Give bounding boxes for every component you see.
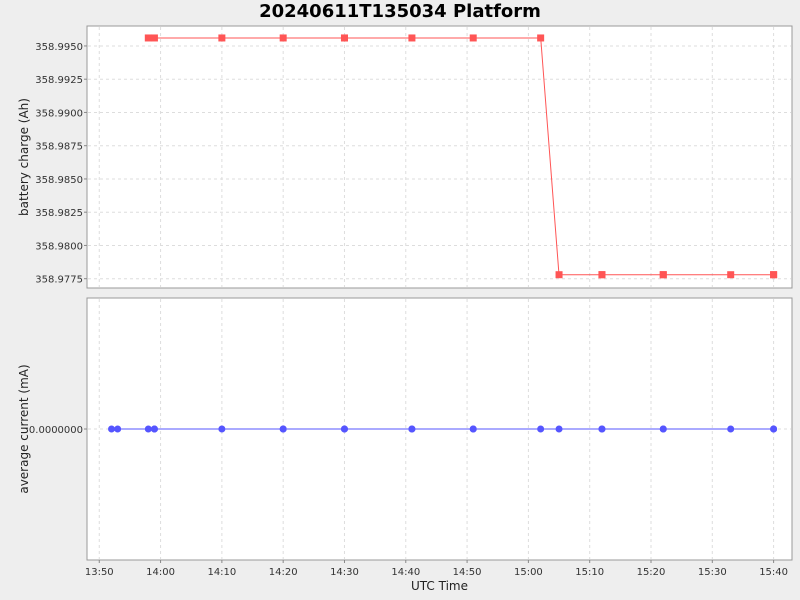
data-point: [279, 34, 287, 42]
data-point: [770, 425, 778, 433]
chart-title: 20240611T135034 Platform: [259, 1, 541, 22]
y-tick-label: 358.9825: [35, 208, 83, 219]
data-point: [150, 34, 158, 42]
data-point: [408, 425, 416, 433]
data-point: [218, 34, 226, 42]
data-point: [659, 271, 667, 279]
data-point: [770, 271, 778, 279]
data-point: [114, 425, 122, 433]
data-point: [150, 425, 158, 433]
data-point: [727, 425, 735, 433]
x-axis-label: UTC Time: [411, 579, 468, 593]
data-point: [218, 425, 226, 433]
y-tick-label: 0.0000000: [29, 425, 83, 436]
y-tick-label: 358.9800: [35, 241, 83, 252]
y-tick-label: 358.9950: [35, 42, 83, 53]
y-tick-label: 358.9900: [35, 108, 83, 119]
y-tick-label: 358.9775: [35, 275, 83, 286]
x-tick-label: 14:40: [391, 567, 420, 578]
data-point: [537, 34, 545, 42]
x-tick-label: 13:50: [85, 567, 114, 578]
y-tick-label: 358.9875: [35, 142, 83, 153]
y-axis-label: battery charge (Ah): [17, 98, 31, 216]
x-tick-label: 14:00: [146, 567, 175, 578]
data-point: [279, 425, 287, 433]
x-tick-label: 15:10: [575, 567, 604, 578]
x-tick-label: 15:40: [759, 567, 788, 578]
data-point: [144, 34, 152, 42]
data-point: [727, 271, 735, 279]
x-tick-label: 14:10: [207, 567, 236, 578]
data-point: [469, 425, 477, 433]
y-tick-label: 358.9850: [35, 175, 83, 186]
data-point: [659, 425, 667, 433]
plot-area-1: [86, 25, 793, 289]
x-tick-label: 15:30: [698, 567, 727, 578]
data-point: [555, 271, 563, 279]
y-axis-label: average current (mA): [17, 364, 31, 493]
data-point: [340, 425, 348, 433]
x-tick-label: 14:50: [453, 567, 482, 578]
data-point: [469, 34, 477, 42]
data-point: [598, 425, 606, 433]
x-tick-label: 15:00: [514, 567, 543, 578]
data-point: [340, 34, 348, 42]
data-point: [555, 425, 563, 433]
y-tick-label: 358.9925: [35, 75, 83, 86]
data-point: [537, 425, 545, 433]
x-tick-label: 14:20: [269, 567, 298, 578]
x-tick-label: 15:20: [637, 567, 666, 578]
data-point: [408, 34, 416, 42]
x-tick-label: 14:30: [330, 567, 359, 578]
data-point: [598, 271, 606, 279]
data-point: [108, 425, 116, 433]
data-point: [144, 425, 152, 433]
